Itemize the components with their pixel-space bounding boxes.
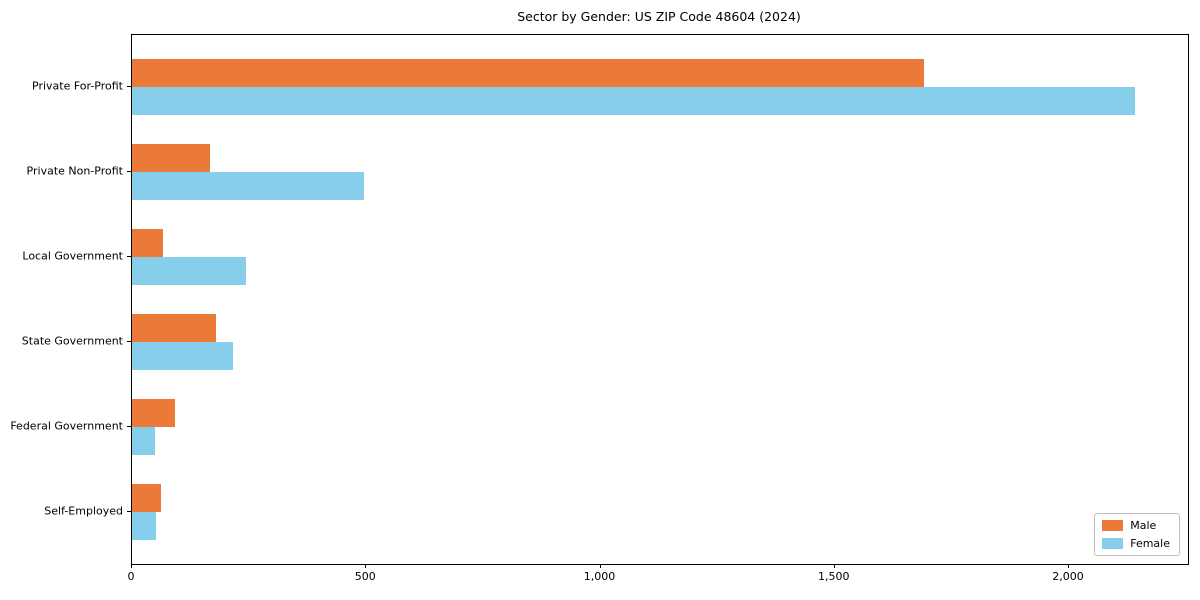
bar-male-5	[132, 398, 176, 427]
chart-title: Sector by Gender: US ZIP Code 48604 (202…	[517, 9, 801, 24]
x-tick-mark	[1068, 564, 1069, 568]
y-tick-mark	[127, 425, 131, 427]
bar-female-6	[132, 511, 156, 540]
legend-entry-male: Male	[1102, 519, 1170, 532]
bar-female-2	[132, 172, 364, 201]
legend-swatch-female	[1102, 538, 1124, 549]
y-tick-mark	[127, 510, 131, 512]
x-tick-label: 1,000	[583, 570, 616, 583]
legend-label: Female	[1130, 537, 1170, 550]
x-tick-label: 2,000	[1052, 570, 1084, 583]
bar-male-6	[132, 483, 162, 512]
x-tick-label: 500	[354, 570, 376, 583]
legend-swatch-male	[1102, 520, 1124, 531]
plot-area: Male Female	[131, 34, 1189, 565]
bar-male-4	[132, 313, 216, 342]
y-tick-label: State Government	[21, 334, 123, 348]
bar-male-1	[132, 59, 924, 88]
bar-male-2	[132, 144, 210, 173]
y-tick-mark	[127, 171, 131, 173]
bar-female-3	[132, 257, 246, 286]
bar-female-5	[132, 426, 155, 455]
y-tick-label: Private For-Profit	[32, 79, 123, 93]
x-tick-mark	[833, 564, 835, 568]
x-tick-label: 0	[127, 570, 135, 583]
y-tick-mark	[127, 86, 131, 88]
y-tick-label: Self-Employed	[44, 504, 123, 518]
y-tick-mark	[127, 256, 131, 258]
y-tick-label: Local Government	[22, 249, 123, 263]
bar-female-1	[132, 87, 1135, 116]
bar-male-3	[132, 229, 163, 258]
bar-female-4	[132, 341, 234, 370]
x-tick-mark	[131, 564, 132, 568]
legend-entry-female: Female	[1102, 537, 1170, 550]
y-tick-label: Federal Government	[10, 419, 123, 433]
x-tick-mark	[365, 564, 367, 568]
x-tick-mark	[599, 564, 601, 568]
legend-label: Male	[1130, 519, 1157, 532]
y-tick-label: Private Non-Profit	[26, 164, 123, 178]
y-tick-mark	[127, 340, 131, 342]
legend: Male Female	[1094, 513, 1180, 556]
x-tick-label: 1,500	[818, 570, 850, 583]
